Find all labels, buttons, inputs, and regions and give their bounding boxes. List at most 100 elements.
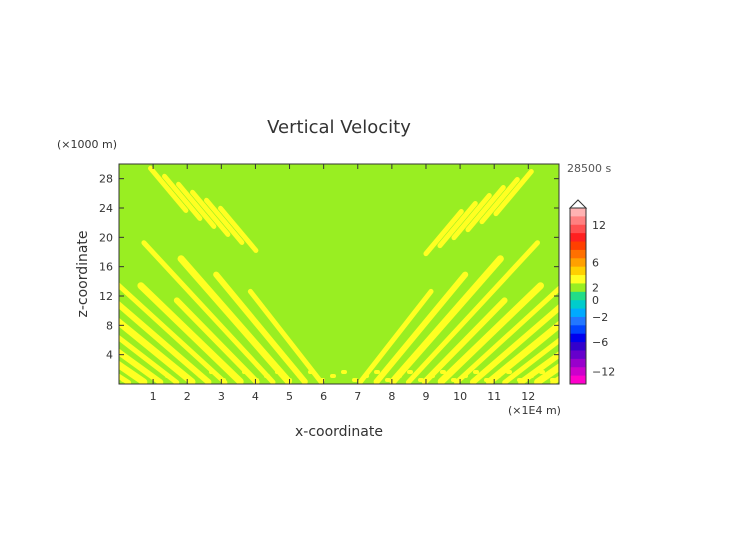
x-tick-label: 4 <box>252 390 259 403</box>
field-speckle <box>176 370 182 374</box>
field-band-upper-left <box>162 173 203 221</box>
y-tick-label: 28 <box>99 173 113 186</box>
colorbar-label: 12 <box>592 219 606 232</box>
field-speckle <box>308 370 314 374</box>
field-band-left <box>119 306 196 384</box>
colorbar-swatch <box>570 342 586 351</box>
field-band-right <box>518 282 559 384</box>
colorbar-swatch <box>570 291 586 301</box>
field-speckle <box>363 374 369 378</box>
y-tick-label: 16 <box>99 261 113 274</box>
field-speckle <box>539 370 545 374</box>
field-speckle <box>253 378 259 382</box>
field-speckle <box>209 370 215 374</box>
field-band-left <box>119 282 164 384</box>
x-tick-label: 7 <box>354 390 361 403</box>
field-band-right <box>502 294 559 384</box>
field-speckle <box>385 378 391 382</box>
field-speckle <box>154 378 160 382</box>
field-speckle <box>528 374 534 378</box>
field-speckle <box>462 374 468 378</box>
y-axis: 4 8 12 16 20 24 28 <box>99 173 559 362</box>
field-band-left <box>119 294 180 384</box>
field-speckle <box>264 374 270 378</box>
field-speckle <box>451 378 457 382</box>
field-band-upper-right <box>465 185 506 233</box>
field-bands <box>119 165 559 384</box>
plot-frame <box>118 163 560 385</box>
x-tick-label: 6 <box>320 390 327 403</box>
field-band-upper-left <box>176 181 217 229</box>
field-band-upper-right <box>479 177 520 225</box>
field-band-right <box>389 255 504 384</box>
colorbar-label: −12 <box>592 365 615 378</box>
field-band-left <box>119 255 212 384</box>
plot-area <box>119 164 559 384</box>
field-band-upper-right <box>423 209 464 257</box>
x-tick-label: 3 <box>218 390 225 403</box>
field-speckle <box>374 370 380 374</box>
field-band-left <box>137 282 244 384</box>
chart-title: Vertical Velocity <box>267 117 411 138</box>
colorbar-label: 6 <box>592 256 599 269</box>
colorbar-swatch <box>570 333 586 343</box>
field-band-right <box>357 288 434 384</box>
field-speckle <box>396 374 402 378</box>
field-band-upper-right <box>437 201 478 249</box>
field-speckle <box>484 378 490 382</box>
colorbar-swatch <box>570 358 586 368</box>
colorbar-label: −2 <box>592 311 608 324</box>
field-speckle <box>407 370 413 374</box>
y-tick-label: 24 <box>99 202 113 215</box>
field-band-upper-right <box>493 169 534 217</box>
field-band-left <box>141 240 276 384</box>
field-speckle <box>440 370 446 374</box>
colorbar-swatch <box>570 241 586 251</box>
field-speckle <box>187 378 193 382</box>
x-tick-label: 1 <box>150 390 157 403</box>
x-axis: 1 2 3 4 5 6 7 8 9 10 11 12 <box>150 164 535 403</box>
field-speckle <box>550 378 556 382</box>
field-band-left <box>119 268 228 384</box>
colorbar-swatch <box>570 350 586 360</box>
y-tick-label: 8 <box>106 319 113 332</box>
field-speckle <box>231 374 237 378</box>
field-speckle <box>286 378 292 382</box>
colorbar-swatch <box>570 300 586 310</box>
field-speckle <box>275 370 281 374</box>
x-tick-label: 11 <box>487 390 501 403</box>
field-speckle <box>429 374 435 378</box>
x-tick-label: 9 <box>422 390 429 403</box>
colorbar-swatch <box>570 308 586 318</box>
field-band-upper-left <box>204 197 245 245</box>
field-speckle <box>132 374 138 378</box>
x-tick-label: 12 <box>521 390 535 403</box>
field-band-right <box>421 297 508 384</box>
x-tick-label: 5 <box>286 390 293 403</box>
colorbar-swatch <box>570 258 586 268</box>
field-speckle <box>495 374 501 378</box>
colorbar-swatch <box>570 224 586 234</box>
field-band-right <box>469 255 559 384</box>
x-unit-label: (×1E4 m) <box>508 404 561 417</box>
field-speckle <box>165 374 171 378</box>
y-axis-label: z-coordinate <box>75 230 91 317</box>
field-speckle <box>506 370 512 374</box>
colorbar-swatch <box>570 316 586 326</box>
x-tick-label: 2 <box>184 390 191 403</box>
x-axis-label: x-coordinate <box>295 424 383 440</box>
field-band-upper-left <box>190 189 231 237</box>
field-band-upper-left <box>218 205 259 253</box>
colorbar-label: 2 <box>592 282 599 295</box>
y-unit-label: (×1000 m) <box>57 138 117 151</box>
field-speckle <box>473 370 479 374</box>
field-band-right <box>373 271 469 384</box>
x-tick-label: 10 <box>453 390 467 403</box>
field-speckle <box>297 374 303 378</box>
colorbar-label: 0 <box>592 294 599 307</box>
field-speckle <box>121 378 127 382</box>
colorbar-swatch <box>570 275 586 284</box>
field-speckle <box>143 370 149 374</box>
field-speckle <box>352 378 358 382</box>
field-speckle <box>330 374 336 378</box>
